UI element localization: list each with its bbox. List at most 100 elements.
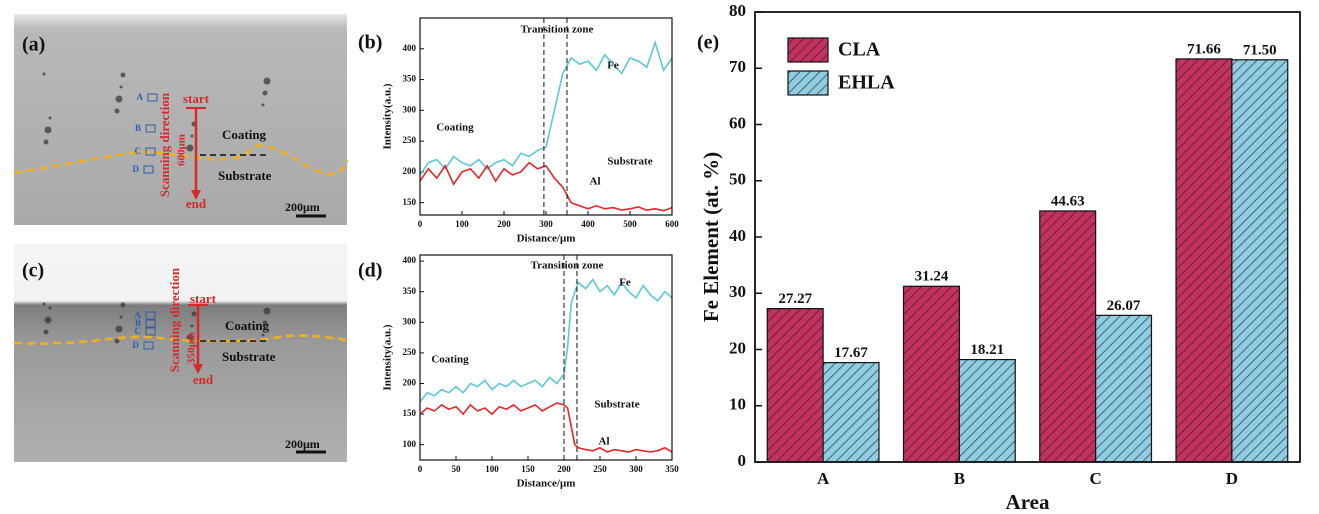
y-tick-label: 250: [403, 135, 417, 145]
x-tick-label: C: [1089, 469, 1101, 488]
area-label: C: [135, 146, 142, 156]
micrograph: [14, 244, 347, 462]
annotation: Al: [599, 436, 610, 448]
x-axis-label: Distance/μm: [517, 478, 576, 490]
area-box: [145, 327, 156, 336]
legend-label: EHLA: [838, 72, 895, 94]
bar: [958, 358, 1016, 463]
x-tick-label: 300: [629, 464, 643, 474]
bar: [822, 362, 880, 463]
bar: [902, 285, 960, 463]
pore: [48, 116, 52, 120]
value-label: 31.24: [915, 269, 949, 285]
pore: [261, 333, 265, 337]
area-box: [145, 124, 156, 133]
scale-label: 200μm: [285, 200, 320, 214]
series-line: [419, 39, 673, 176]
pore: [114, 108, 120, 114]
area-label: C: [135, 326, 142, 336]
pore: [262, 320, 268, 326]
series-line: [419, 278, 673, 403]
bar: [1095, 314, 1153, 463]
pore: [190, 134, 194, 138]
panel-label: (a): [22, 34, 45, 56]
y-tick-label: 60: [729, 113, 746, 132]
area-label: A: [135, 310, 142, 320]
interface-line: [13, 144, 349, 176]
x-tick-label: 200: [557, 464, 571, 474]
bar: [1231, 59, 1289, 463]
pore: [44, 126, 52, 134]
x-tick-label: 350: [665, 464, 679, 474]
y-axis-label: Intensity(a.u.): [382, 324, 394, 390]
annotation: Fe: [607, 60, 619, 72]
arrow-head: [193, 364, 203, 374]
scan-direction: Scanning direction: [167, 267, 182, 372]
x-tick-label: 500: [623, 219, 637, 229]
bar: [1039, 210, 1097, 463]
area-box: [145, 147, 156, 156]
start-label: start: [190, 291, 217, 306]
pore: [261, 103, 265, 107]
y-tick-label: 150: [403, 408, 417, 418]
plot-frame: [754, 11, 1301, 463]
pore: [191, 311, 197, 317]
y-tick-label: 300: [403, 316, 417, 326]
value-label: 71.66: [1187, 41, 1221, 57]
annotation: Substrate: [607, 156, 652, 168]
area-box: [145, 319, 156, 328]
x-tick-label: 200: [497, 219, 511, 229]
pore: [119, 315, 123, 319]
y-tick-label: 20: [729, 338, 746, 357]
annotation: Transition zone: [531, 260, 604, 272]
y-tick-label: 150: [403, 197, 417, 207]
x-tick-label: B: [954, 469, 965, 488]
y-tick-label: 50: [729, 170, 746, 189]
area-box: [143, 165, 154, 174]
annotation: Coating: [431, 354, 469, 366]
plot-frame: [419, 17, 673, 216]
area-label: A: [137, 92, 144, 102]
x-tick-label: 50: [452, 464, 462, 474]
interface-line: [13, 334, 348, 345]
pore: [263, 307, 271, 315]
substrate-label: Substrate: [222, 349, 276, 364]
x-tick-label: 150: [521, 464, 535, 474]
area-label: B: [135, 123, 141, 133]
scan-length: 350μm: [186, 332, 198, 364]
pore: [262, 90, 268, 96]
y-tick-label: 10: [729, 395, 746, 414]
pore: [119, 85, 123, 89]
coating-label: Coating: [222, 127, 267, 142]
legend-swatch: [787, 70, 829, 96]
x-axis-label: Area: [1006, 490, 1050, 514]
plot-frame: [419, 254, 673, 461]
area-box: [145, 311, 156, 320]
x-tick-label: 300: [539, 219, 553, 229]
area-label: D: [133, 340, 140, 350]
y-tick-label: 40: [729, 226, 746, 245]
legend-swatch: [787, 37, 829, 63]
y-tick-label: 100: [403, 439, 417, 449]
panel-label: (c): [22, 260, 44, 282]
series-line: [419, 161, 673, 212]
area-box: [147, 93, 158, 102]
y-tick-label: 80: [729, 1, 746, 20]
y-tick-label: 350: [403, 286, 417, 296]
arrow-head: [191, 190, 201, 200]
value-label: 71.50: [1243, 42, 1277, 58]
x-tick-label: 250: [593, 464, 607, 474]
scan-length: 600μm: [176, 134, 188, 166]
start-label: start: [183, 91, 210, 106]
x-tick-label: 100: [455, 219, 469, 229]
pore: [115, 95, 123, 103]
y-tick-label: 0: [738, 451, 747, 470]
pore: [263, 77, 271, 85]
annotation: Transition zone: [521, 24, 594, 36]
x-tick-label: D: [1226, 469, 1238, 488]
panel-label: (d): [358, 260, 382, 282]
x-tick-label: 0: [418, 464, 423, 474]
value-label: 17.67: [834, 345, 868, 361]
legend-label: CLA: [838, 39, 881, 61]
